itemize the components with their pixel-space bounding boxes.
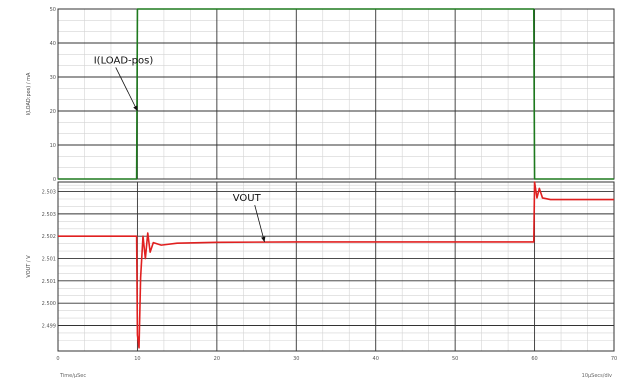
x-tick-label: 30 xyxy=(293,356,299,362)
y-tick-label: 2.503 xyxy=(42,190,56,196)
annotation-arrowhead xyxy=(133,105,138,111)
x-tick-label: 70 xyxy=(611,356,617,362)
annotation-arrow xyxy=(115,67,138,112)
y-tick-label: 2.501 xyxy=(42,257,56,263)
footer-left-label: Time/µSec xyxy=(59,373,86,379)
y-tick-label: 20 xyxy=(50,109,56,115)
annotation-label: I(LOAD-pos) xyxy=(94,55,154,66)
y-tick-label: 0 xyxy=(53,177,56,183)
y-tick-label: 2.501 xyxy=(42,279,56,285)
y-tick-label: 2.503 xyxy=(42,212,56,218)
y-axis-label: I(LOAD:pos) / mA xyxy=(26,72,32,115)
y-tick-label: 50 xyxy=(50,7,56,13)
x-tick-label: 60 xyxy=(531,356,537,362)
y-tick-label: 2.499 xyxy=(42,323,56,329)
annotation-label: VOUT xyxy=(233,193,262,204)
bottom-panel: 2.503 2.503 2.502 2.501 2.501 2.500 2.499 0 10 20… xyxy=(26,181,617,362)
series-line-vout xyxy=(58,181,614,349)
x-tick-label: 50 xyxy=(452,356,458,362)
y-tick-label: 2.500 xyxy=(42,301,56,307)
footer-right-label: 10µSecs/div xyxy=(582,373,612,379)
x-tick-label: 20 xyxy=(214,356,220,362)
x-tick-label: 10 xyxy=(134,356,140,362)
x-tick-label: 0 xyxy=(56,356,59,362)
y-tick-label: 10 xyxy=(50,143,56,149)
series-line-i-load-pos- xyxy=(58,8,614,180)
annotation-arrowhead xyxy=(261,236,266,242)
y-axis-label: VOUT / V xyxy=(26,255,32,278)
y-tick-label: 2.502 xyxy=(42,234,56,240)
y-tick-label: 30 xyxy=(50,75,56,81)
x-tick-label: 40 xyxy=(373,356,379,362)
annotation-arrow xyxy=(254,205,265,243)
plot-frame xyxy=(57,8,615,180)
y-tick-label: 40 xyxy=(50,41,56,47)
plot-frame xyxy=(57,181,615,352)
top-panel: 0 10 20 30 40 50 I(LOAD:pos) / mA I(LOAD-pos) xyxy=(26,7,615,183)
